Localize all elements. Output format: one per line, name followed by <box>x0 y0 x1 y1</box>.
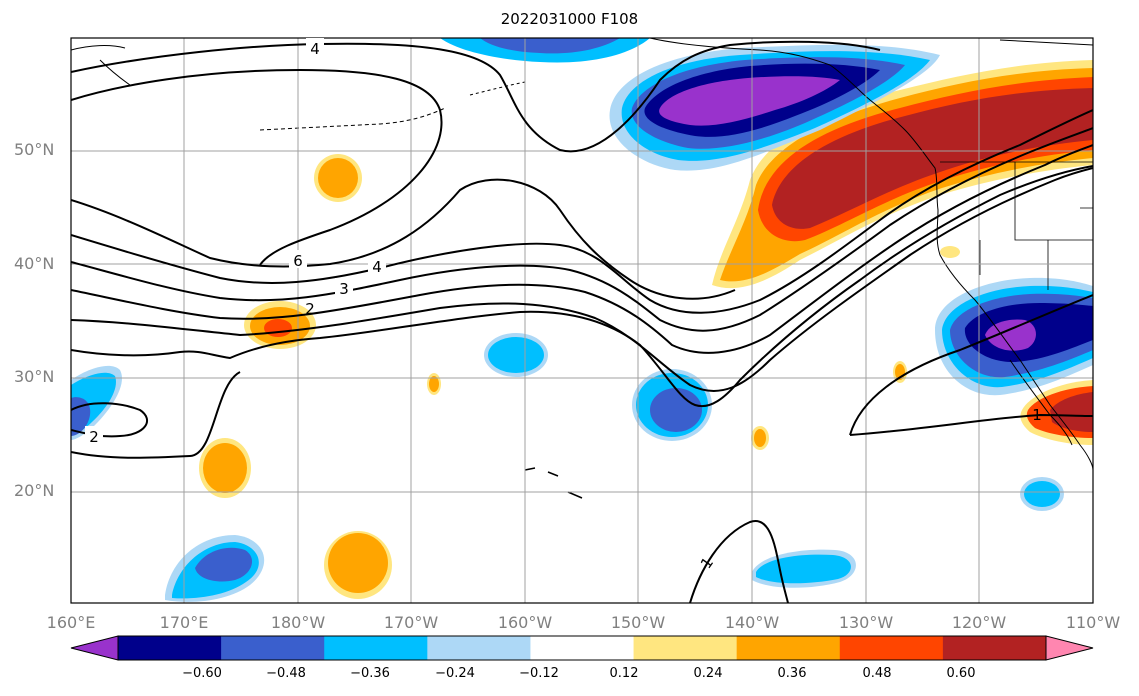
colorbar-lower-extension <box>70 635 119 661</box>
colorbar-tick-label: −0.12 <box>519 666 559 681</box>
lat-label: 30°N <box>14 367 55 386</box>
lat-label: 20°N <box>14 481 55 500</box>
lon-label: 120°W <box>951 613 1007 632</box>
contour-label: 2 <box>89 428 99 446</box>
colorbar-cell <box>118 636 222 660</box>
contour-label: 4 <box>372 258 382 276</box>
contour-label: 4 <box>310 40 320 58</box>
shading-layer <box>71 38 1093 602</box>
contour-lines <box>71 40 1093 603</box>
colorbar-tick-label: −0.36 <box>350 666 390 681</box>
colorbar-cell <box>839 636 944 660</box>
lon-label: 140°W <box>724 613 780 632</box>
contour-label: 6 <box>293 252 303 270</box>
colorbar-cell <box>736 636 841 660</box>
colorbar <box>70 635 1094 661</box>
colorbar-cell <box>221 636 325 660</box>
colorbar-tick-label: 0.48 <box>862 666 892 681</box>
colorbar-tick-label: −0.48 <box>266 666 306 681</box>
colorbar-tick-label: 0.36 <box>777 666 807 681</box>
colorbar-cell <box>324 636 428 660</box>
colorbar-tick-label: −0.60 <box>182 666 222 681</box>
lon-label: 160°W <box>497 613 553 632</box>
colorbar-cell <box>942 636 1047 660</box>
colorbar-tick-label: 0.60 <box>946 666 976 681</box>
north-america-coast <box>649 38 1093 471</box>
lat-label: 50°N <box>14 140 55 159</box>
colorbar-cell <box>427 636 531 660</box>
map-frame <box>70 37 1094 604</box>
colorbar-cell <box>530 636 635 660</box>
colorbar-tick-label: 0.12 <box>609 666 639 681</box>
contour-labels: 4 6 4 3 2 2 1 1 <box>85 38 1042 572</box>
colorbar-tick-label: 0.24 <box>693 666 723 681</box>
lon-label: 150°W <box>610 613 666 632</box>
lon-label: 130°W <box>838 613 894 632</box>
lon-label: 110°W <box>1065 613 1121 632</box>
contour-label: 1 <box>1032 406 1042 424</box>
lat-label: 40°N <box>14 254 55 273</box>
lon-label: 170°W <box>383 613 439 632</box>
contour-line <box>71 40 881 153</box>
colorbar-cell <box>633 636 738 660</box>
colorbar-upper-extension <box>1045 635 1094 661</box>
contour-label: 3 <box>339 280 349 298</box>
lon-label: 160°E <box>46 613 96 632</box>
graticule <box>71 38 1093 603</box>
lon-label: 170°E <box>159 613 209 632</box>
map-title: 2022031000 F108 <box>500 10 639 28</box>
colorbar-tick-label: −0.24 <box>435 666 475 681</box>
contour-label: 2 <box>305 300 315 318</box>
lon-label: 180°W <box>270 613 326 632</box>
